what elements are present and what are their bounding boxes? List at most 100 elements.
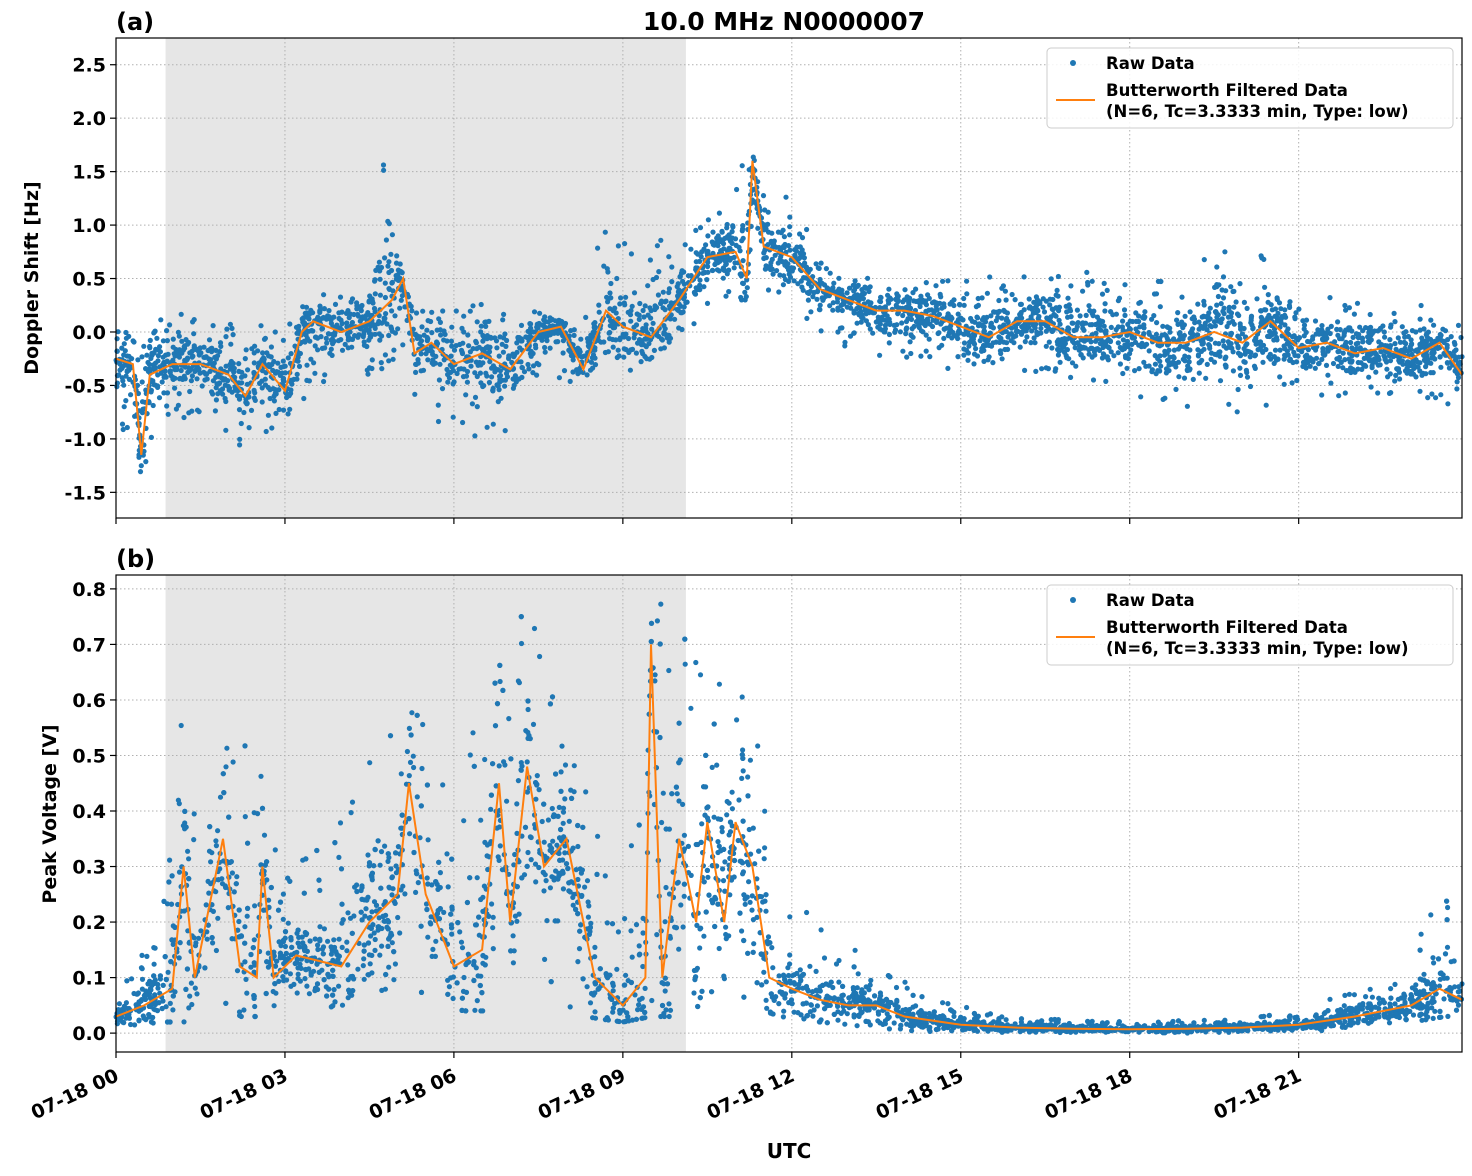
raw-point xyxy=(473,395,478,400)
raw-point xyxy=(1086,303,1091,308)
raw-point xyxy=(1327,997,1332,1002)
raw-point xyxy=(980,295,985,300)
raw-point xyxy=(794,245,799,250)
raw-point xyxy=(550,839,555,844)
raw-point xyxy=(1191,314,1196,319)
raw-point xyxy=(1068,283,1073,288)
raw-point xyxy=(398,269,403,274)
raw-point xyxy=(497,354,502,359)
raw-point xyxy=(286,411,291,416)
raw-point xyxy=(333,302,338,307)
raw-point xyxy=(851,288,856,293)
raw-point xyxy=(1080,322,1085,327)
raw-point xyxy=(1288,344,1293,349)
raw-point xyxy=(1272,314,1277,319)
raw-point xyxy=(1172,355,1177,360)
raw-point xyxy=(537,311,542,316)
raw-point xyxy=(386,333,391,338)
raw-point xyxy=(384,237,389,242)
raw-point xyxy=(372,277,377,282)
raw-point xyxy=(909,317,914,322)
raw-point xyxy=(315,336,320,341)
raw-point xyxy=(1083,345,1088,350)
raw-point xyxy=(301,396,306,401)
raw-point xyxy=(1172,348,1177,353)
raw-point xyxy=(429,330,434,335)
raw-point xyxy=(1106,337,1111,342)
raw-point xyxy=(561,886,566,891)
raw-point xyxy=(437,377,442,382)
raw-point xyxy=(1349,328,1354,333)
raw-point xyxy=(1187,367,1192,372)
raw-point xyxy=(1437,354,1442,359)
raw-point xyxy=(927,296,932,301)
raw-point xyxy=(1044,365,1049,370)
raw-point xyxy=(383,311,388,316)
raw-point xyxy=(378,277,383,282)
raw-point xyxy=(186,856,191,861)
raw-point xyxy=(1027,296,1032,301)
raw-point xyxy=(985,357,990,362)
raw-point xyxy=(1303,354,1308,359)
raw-point xyxy=(1157,343,1162,348)
raw-point xyxy=(529,354,534,359)
raw-point xyxy=(192,811,197,816)
raw-point xyxy=(283,364,288,369)
raw-point xyxy=(210,940,215,945)
raw-point xyxy=(1347,305,1352,310)
raw-point xyxy=(419,324,424,329)
raw-point xyxy=(322,345,327,350)
raw-point xyxy=(1348,340,1353,345)
raw-point xyxy=(480,339,485,344)
raw-point xyxy=(1356,360,1361,365)
raw-point xyxy=(451,381,456,386)
raw-point xyxy=(1061,345,1066,350)
raw-point xyxy=(661,290,666,295)
raw-point xyxy=(997,309,1002,314)
raw-point xyxy=(1081,338,1086,343)
raw-point xyxy=(1241,359,1246,364)
raw-point xyxy=(1236,387,1241,392)
raw-point xyxy=(317,304,322,309)
raw-point xyxy=(249,408,254,413)
raw-point xyxy=(1343,390,1348,395)
raw-point xyxy=(206,356,211,361)
raw-point xyxy=(693,228,698,233)
raw-point xyxy=(425,935,430,940)
raw-point xyxy=(732,265,737,270)
raw-point xyxy=(1424,361,1429,366)
raw-point xyxy=(1004,340,1009,345)
raw-point xyxy=(830,308,835,313)
raw-point xyxy=(447,984,452,989)
raw-point xyxy=(537,321,542,326)
raw-point xyxy=(424,328,429,333)
raw-point xyxy=(904,305,909,310)
raw-point xyxy=(940,279,945,284)
raw-point xyxy=(982,328,987,333)
raw-point xyxy=(586,915,591,920)
raw-point xyxy=(808,309,813,314)
raw-point xyxy=(1453,347,1458,352)
raw-point xyxy=(193,347,198,352)
raw-point xyxy=(1199,358,1204,363)
raw-point xyxy=(1360,336,1365,341)
raw-point xyxy=(857,312,862,317)
raw-point xyxy=(1260,348,1265,353)
raw-point xyxy=(824,266,829,271)
raw-point xyxy=(1294,359,1299,364)
raw-point xyxy=(461,374,466,379)
raw-point xyxy=(1056,274,1061,279)
y-tick-label: 2.0 xyxy=(72,108,106,130)
raw-point xyxy=(935,307,940,312)
raw-point xyxy=(899,320,904,325)
raw-point xyxy=(637,317,642,322)
raw-point xyxy=(1178,344,1183,349)
raw-point xyxy=(985,291,990,296)
raw-point xyxy=(618,295,623,300)
raw-point xyxy=(697,278,702,283)
raw-point xyxy=(164,403,169,408)
raw-point xyxy=(425,335,430,340)
raw-point xyxy=(472,433,477,438)
raw-point xyxy=(939,306,944,311)
raw-point xyxy=(286,355,291,360)
